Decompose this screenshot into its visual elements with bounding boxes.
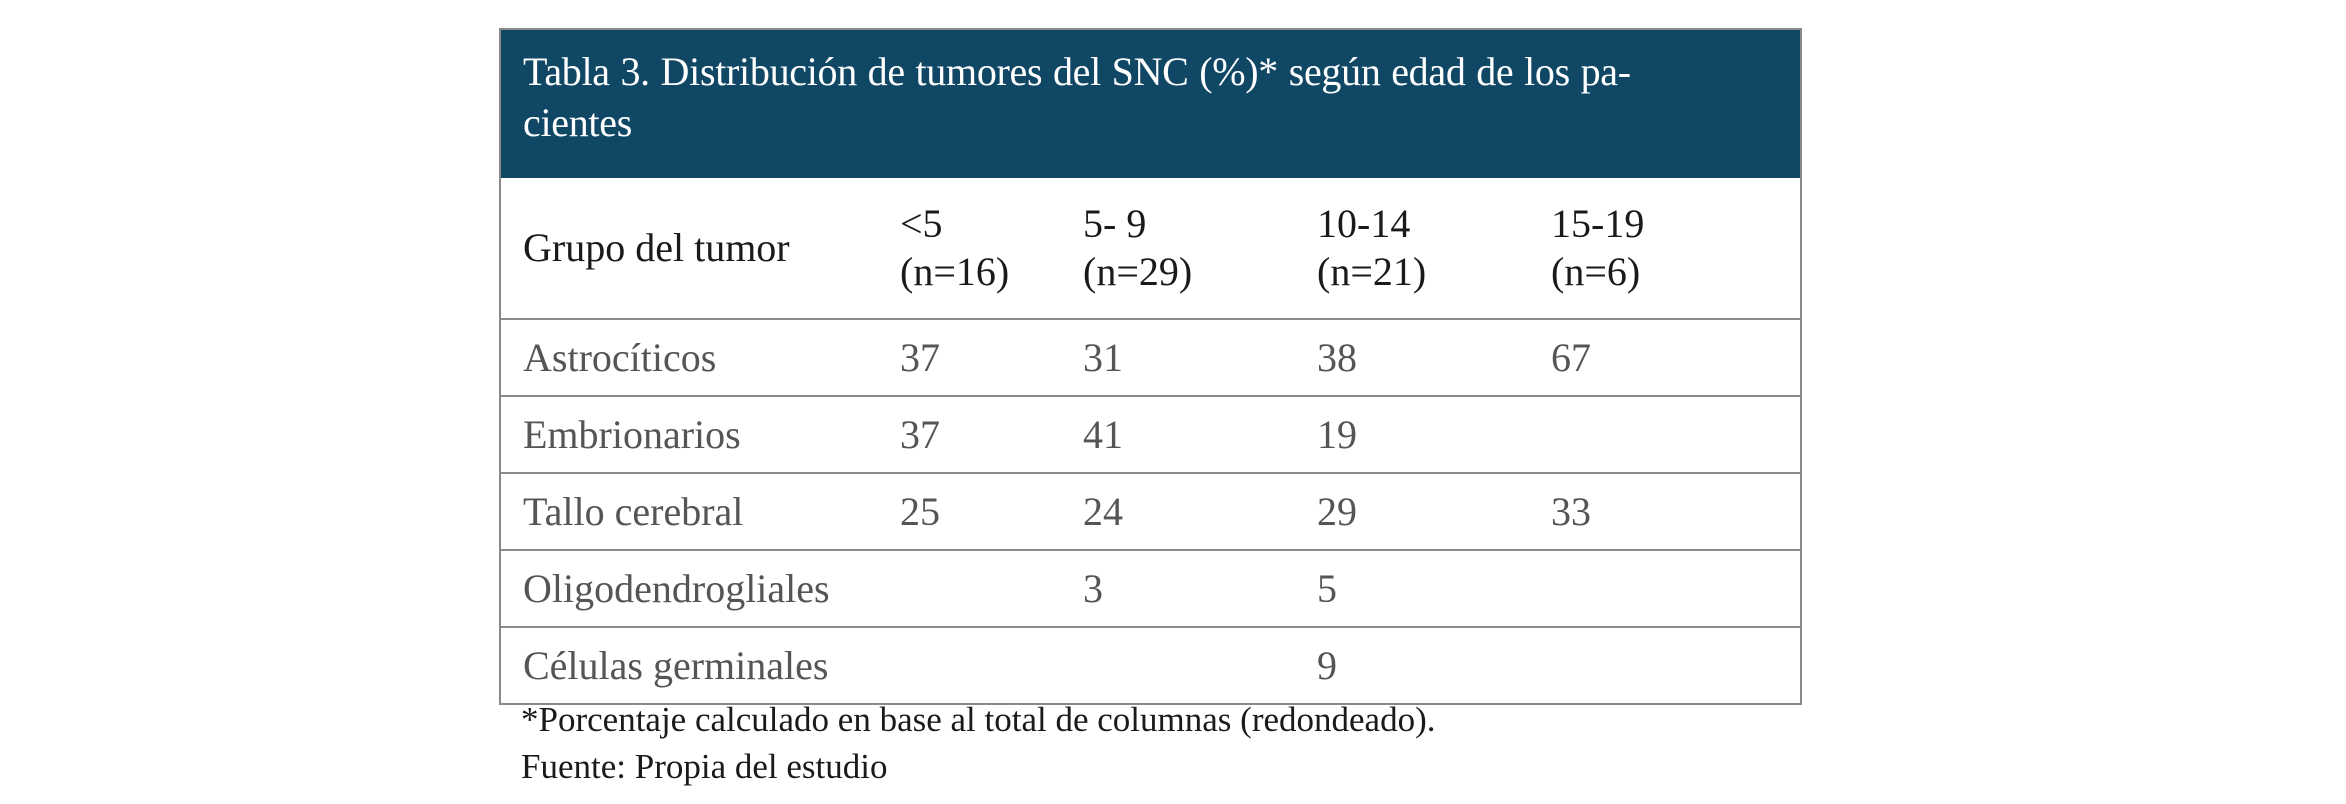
header-row: Grupo del tumor <5 (n=16) 5- 9 (n=29) 10…: [501, 178, 1800, 319]
table-cell: [1551, 395, 1800, 473]
table-cell: 38: [1317, 318, 1551, 396]
header-cell-age-5-9: 5- 9 (n=29): [1083, 178, 1317, 319]
table-cell: 29: [1317, 472, 1551, 550]
table-row: Tallo cerebral 25 24 29 33: [501, 472, 1800, 550]
table-row: Oligodendrogliales 3 5: [501, 549, 1800, 627]
header-cell-line: <5: [900, 201, 943, 246]
header-cell-line: (n=6): [1551, 249, 1641, 294]
table-cell: 33: [1551, 472, 1800, 550]
header-cell-line: 15-19: [1551, 201, 1645, 246]
footnote-source: Fuente: Propia del estudio: [521, 747, 888, 786]
table-caption: Tabla 3. Distribución de tumores del SNC…: [501, 30, 1800, 178]
table-row: Astrocíticos 37 31 38 67: [501, 318, 1800, 396]
table-cell-tumor-group: Células germinales: [501, 626, 900, 703]
table-cell: 24: [1083, 472, 1317, 550]
table-container: Tabla 3. Distribución de tumores del SNC…: [499, 28, 1802, 705]
table-cell: 37: [900, 318, 1083, 396]
table-footnotes: *Porcentaje calculado en base al total d…: [521, 696, 1435, 790]
header-cell-tumor-group: Grupo del tumor: [501, 178, 900, 319]
table-cell-tumor-group: Tallo cerebral: [501, 472, 900, 550]
table-cell: [1083, 626, 1317, 703]
header-cell-line: 10-14: [1317, 201, 1411, 246]
header-cell-age-10-14: 10-14 (n=21): [1317, 178, 1551, 319]
header-cell-age-under-5: <5 (n=16): [900, 178, 1083, 319]
table-cell: 31: [1083, 318, 1317, 396]
header-cell-line: (n=21): [1317, 249, 1427, 294]
table-row: Embrionarios 37 41 19: [501, 395, 1800, 473]
table-row: Células germinales 9: [501, 626, 1800, 703]
table-cell: [900, 626, 1083, 703]
table-cell-tumor-group: Oligodendrogliales: [501, 549, 900, 627]
table-cell-tumor-group: Astrocíticos: [501, 318, 900, 396]
table-cell-tumor-group: Embrionarios: [501, 395, 900, 473]
table-body: Astrocíticos 37 31 38 67 Embrionarios 37…: [501, 318, 1800, 703]
table-cell: 3: [1083, 549, 1317, 627]
table-cell: 25: [900, 472, 1083, 550]
table-cell: 67: [1551, 318, 1800, 396]
table-cell: [1551, 626, 1800, 703]
table-cell: [1551, 549, 1800, 627]
table-cell: 41: [1083, 395, 1317, 473]
footnote-percentage: *Porcentaje calculado en base al total d…: [521, 700, 1436, 739]
header-cell-line: Grupo del tumor: [523, 225, 790, 270]
table-cell: [900, 549, 1083, 627]
table-cell: 37: [900, 395, 1083, 473]
table-header: Grupo del tumor <5 (n=16) 5- 9 (n=29) 10…: [501, 178, 1800, 319]
header-cell-line: (n=16): [900, 249, 1010, 294]
header-cell-line: (n=29): [1083, 249, 1193, 294]
tumor-distribution-table: Grupo del tumor <5 (n=16) 5- 9 (n=29) 10…: [501, 178, 1800, 703]
header-cell-line: 5- 9: [1083, 201, 1147, 246]
table-cell: 9: [1317, 626, 1551, 703]
table-cell: 5: [1317, 549, 1551, 627]
table-cell: 19: [1317, 395, 1551, 473]
table-caption-line-2: cientes: [523, 100, 632, 145]
header-cell-age-15-19: 15-19 (n=6): [1551, 178, 1800, 319]
table-caption-line-1: Tabla 3. Distribución de tumores del SNC…: [523, 49, 1631, 94]
